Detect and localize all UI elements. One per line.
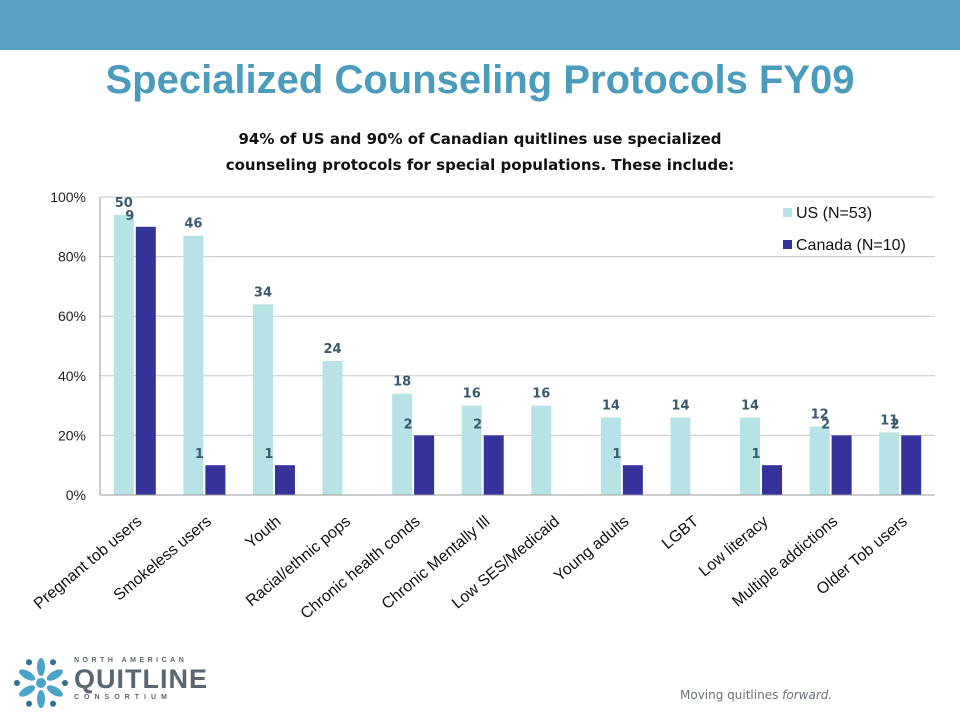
logo-middle-text: QUITLINE <box>74 664 208 694</box>
bar-canada <box>414 435 435 495</box>
data-label-us: 11 <box>880 413 898 428</box>
bar-us <box>322 360 343 495</box>
data-label-us: 46 <box>184 217 202 232</box>
data-label-canada: 2 <box>404 417 413 432</box>
subtitle-line-1: 94% of US and 90% of Canadian quitlines … <box>238 130 722 148</box>
logo-bottom-text: CONSORTIUM <box>74 694 172 701</box>
legend-label-canada: Canada (N=10) <box>796 237 906 254</box>
data-label-us: 14 <box>602 399 620 414</box>
bar-canada <box>622 465 643 495</box>
bar-canada <box>483 435 504 495</box>
y-tick-label: 20% <box>58 427 86 443</box>
bar-canada <box>901 435 922 495</box>
data-label-canada: 9 <box>125 209 134 224</box>
tagline-emphasis: forward. <box>782 688 833 702</box>
legend-label-us: US (N=53) <box>796 205 872 222</box>
data-label-us: 12 <box>811 407 829 422</box>
data-label-canada: 2 <box>473 417 482 432</box>
header-bar <box>0 0 960 50</box>
bar-us <box>670 417 691 495</box>
y-tick-label: 60% <box>58 308 86 324</box>
y-tick-label: 80% <box>58 249 86 265</box>
bar-us <box>600 417 621 495</box>
y-tick-label: 40% <box>58 368 86 384</box>
data-label-us: 24 <box>323 342 341 357</box>
x-tick-label: Chronic health conds <box>298 513 424 623</box>
bar-canada <box>135 226 156 496</box>
bar-canada <box>274 465 295 495</box>
x-tick-label: Low literacy <box>696 513 772 580</box>
x-tick-label: LGBT <box>659 513 702 553</box>
legend-swatch-us <box>783 208 792 217</box>
data-label-canada: 1 <box>752 447 761 462</box>
bar-us <box>809 426 830 495</box>
data-label-us: 14 <box>741 399 759 414</box>
tagline-start: Moving quitlines <box>680 688 783 702</box>
x-tick-label: Youth <box>243 513 285 552</box>
page-title: Specialized Counseling Protocols FY09 <box>105 58 855 102</box>
bar-us <box>392 393 413 495</box>
logo-top-text: NORTH AMERICAN <box>74 657 188 664</box>
x-tick-label: Young adults <box>551 513 632 585</box>
data-label-canada: 2 <box>891 417 900 432</box>
data-label-canada: 1 <box>264 447 273 462</box>
legend-swatch-canada <box>783 240 792 249</box>
tagline: Moving quitlines forward. <box>680 688 832 702</box>
data-label-canada: 2 <box>821 417 830 432</box>
y-tick-label: 0% <box>66 487 86 503</box>
bar-us <box>183 235 204 496</box>
bar-us <box>740 417 761 495</box>
quitline-logo-icon <box>14 658 68 708</box>
data-label-us: 16 <box>463 387 481 402</box>
data-label-us: 14 <box>671 399 689 414</box>
bar-us <box>461 405 482 495</box>
bar-canada <box>205 465 226 495</box>
logo-wordmark: NORTH AMERICAN QUITLINE CONSORTIUM <box>74 657 208 701</box>
data-label-us: 18 <box>393 375 411 390</box>
bar-us <box>252 304 273 495</box>
chart-subtitle: 94% of US and 90% of Canadian quitlines … <box>130 126 830 178</box>
data-label-canada: 1 <box>195 447 204 462</box>
bar-canada <box>831 435 852 495</box>
bar-canada <box>762 465 783 495</box>
data-label-us: 16 <box>532 387 550 402</box>
data-label-us: 50 <box>115 196 133 211</box>
data-label-us: 34 <box>254 285 272 300</box>
subtitle-line-2: counseling protocols for special populat… <box>225 156 735 174</box>
data-label-canada: 1 <box>612 447 621 462</box>
bar-us <box>531 405 552 495</box>
bar-us <box>113 214 134 495</box>
bar-us <box>879 432 900 495</box>
y-tick-label: 100% <box>50 189 86 205</box>
